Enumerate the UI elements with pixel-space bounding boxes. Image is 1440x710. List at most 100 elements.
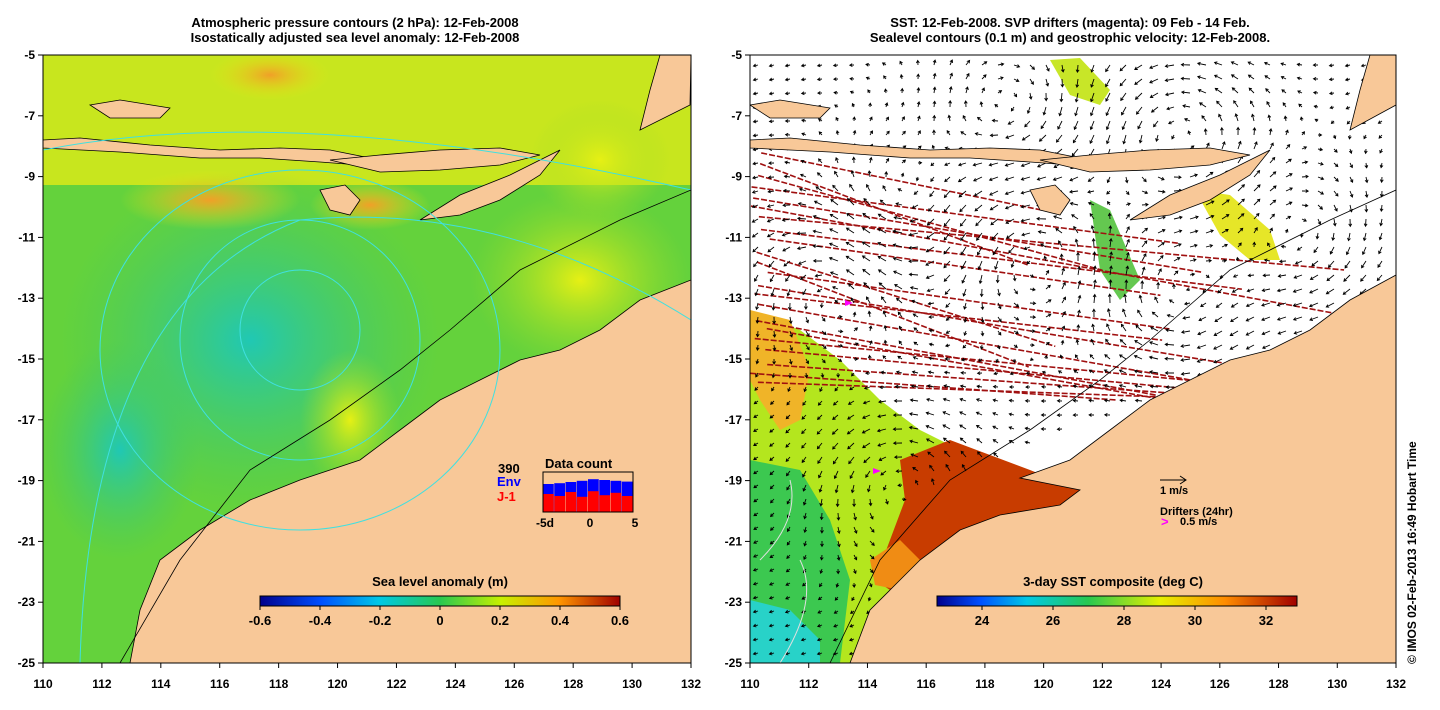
velocity-arrow xyxy=(928,315,935,319)
velocity-arrow xyxy=(849,470,855,479)
velocity-arrow xyxy=(1333,176,1339,182)
velocity-arrow xyxy=(1072,134,1079,144)
velocity-arrow xyxy=(786,400,791,406)
velocity-arrow xyxy=(1165,328,1175,332)
velocity-arrow xyxy=(1251,113,1255,122)
env-count-bar xyxy=(576,480,588,512)
velocity-arrow xyxy=(753,260,759,268)
velocity-arrow xyxy=(995,358,1000,364)
velocity-arrow xyxy=(796,246,807,251)
velocity-arrow xyxy=(786,484,791,491)
velocity-arrow xyxy=(1106,190,1111,195)
velocity-arrow xyxy=(768,63,775,68)
velocity-arrow xyxy=(781,232,791,237)
velocity-arrow xyxy=(845,227,855,234)
velocity-arrow xyxy=(1376,274,1383,282)
velocity-arrow xyxy=(1216,100,1223,108)
velocity-arrow xyxy=(926,397,935,402)
velocity-arrow xyxy=(1269,199,1277,206)
velocity-arrow xyxy=(1075,78,1080,88)
velocity-arrow xyxy=(1057,120,1063,130)
velocity-arrow xyxy=(800,651,807,656)
velocity-arrow xyxy=(816,414,823,421)
velocity-arrow xyxy=(1168,120,1175,125)
velocity-arrow xyxy=(800,77,807,82)
velocity-arrow xyxy=(1058,240,1063,248)
velocity-arrow xyxy=(1379,148,1383,154)
velocity-arrow xyxy=(1119,398,1127,403)
velocity-arrow xyxy=(753,442,759,446)
lat-tick-label: -15 xyxy=(18,352,36,366)
velocity-arrow xyxy=(865,371,871,375)
velocity-arrow xyxy=(895,469,903,474)
sst-colorbar-ticks: 24 26 28 30 32 xyxy=(975,606,1273,628)
velocity-arrow xyxy=(976,116,983,122)
velocity-arrow xyxy=(975,425,983,430)
velocity-arrow xyxy=(752,119,759,124)
velocity-arrow xyxy=(867,354,872,360)
velocity-arrow xyxy=(925,438,935,444)
velocity-arrow xyxy=(1343,274,1351,282)
velocity-arrow xyxy=(768,260,775,268)
velocity-arrow xyxy=(1230,61,1239,66)
velocity-arrow xyxy=(1109,265,1113,276)
velocity-arrow xyxy=(1361,260,1367,269)
velocity-arrow xyxy=(1232,274,1239,278)
velocity-arrow xyxy=(1294,260,1303,265)
velocity-arrow xyxy=(1213,330,1223,336)
velocity-arrow xyxy=(818,582,823,588)
velocity-arrow xyxy=(885,157,890,164)
velocity-arrow xyxy=(1043,255,1048,262)
velocity-arrow xyxy=(1073,369,1079,374)
velocity-arrow xyxy=(1237,213,1245,220)
velocity-arrow xyxy=(1229,344,1239,350)
velocity-arrow xyxy=(862,268,871,276)
velocity-arrow xyxy=(820,372,825,379)
velocity-arrow xyxy=(1182,316,1191,320)
lon-tick-label: 122 xyxy=(386,677,406,691)
velocity-arrow xyxy=(815,186,823,192)
velocity-arrow xyxy=(1283,115,1288,122)
velocity-arrow xyxy=(785,596,791,600)
velocity-arrow xyxy=(1245,316,1255,322)
velocity-arrow xyxy=(782,246,791,252)
velocity-arrow xyxy=(884,102,889,108)
velocity-arrow xyxy=(1012,274,1017,282)
velocity-arrow xyxy=(1363,134,1367,140)
velocity-arrow xyxy=(1029,64,1036,70)
velocity-arrow xyxy=(1285,129,1289,136)
velocity-arrow xyxy=(1312,63,1319,67)
velocity-arrow xyxy=(847,400,855,405)
velocity-arrow xyxy=(1125,251,1130,262)
velocity-arrow xyxy=(1042,106,1047,116)
ship-track-line xyxy=(750,372,1117,401)
velocity-arrow xyxy=(1026,106,1031,115)
velocity-arrow xyxy=(796,231,807,236)
velocity-arrow xyxy=(800,63,807,68)
velocity-arrow xyxy=(965,59,971,66)
velocity-arrow xyxy=(772,330,777,338)
velocity-arrow xyxy=(1262,344,1271,350)
velocity-arrow xyxy=(1247,61,1255,66)
velocity-arrow xyxy=(816,651,823,656)
velocity-arrow xyxy=(1253,198,1261,206)
velocity-arrow xyxy=(997,76,1004,81)
velocity-arrow xyxy=(1301,160,1309,165)
velocity-arrow xyxy=(1141,202,1149,207)
velocity-arrow xyxy=(768,91,775,96)
velocity-arrow xyxy=(768,133,775,138)
sla-bathymetry-contour xyxy=(119,189,691,663)
velocity-arrow xyxy=(752,637,759,642)
lon-tick-label: 110 xyxy=(33,677,53,691)
velocity-arrow xyxy=(974,204,983,212)
velocity-arrow xyxy=(801,414,807,420)
ship-track-line xyxy=(753,197,1202,273)
velocity-arrow xyxy=(1120,323,1127,332)
velocity-arrow xyxy=(1221,258,1228,263)
velocity-arrow xyxy=(1311,260,1319,267)
velocity-arrow xyxy=(1004,176,1015,181)
sst-sumba-island xyxy=(1029,184,1071,216)
right-title: SST: 12-Feb-2008. SVP drifters (magenta)… xyxy=(800,15,1340,45)
sla-colorbar xyxy=(259,595,621,607)
velocity-arrow xyxy=(1107,212,1112,220)
